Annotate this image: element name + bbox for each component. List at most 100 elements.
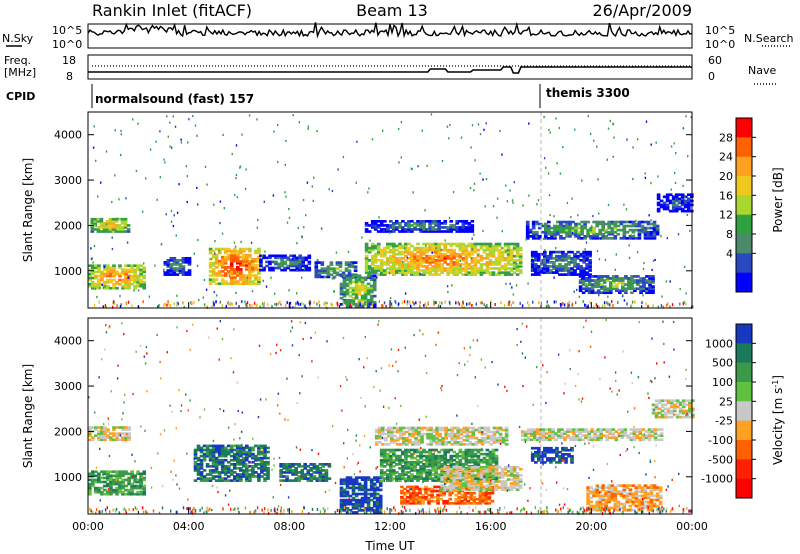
echo-cell-1-637 <box>318 473 323 476</box>
echo-cell-0-2024 <box>582 269 586 272</box>
echo-cell-0-1004 <box>410 250 414 254</box>
echo-cell-0-1292 <box>479 242 484 246</box>
echo-cell-0-807 <box>372 301 377 304</box>
echo-cell-0-389 <box>233 282 237 286</box>
echo-cell-0-734 <box>354 303 359 306</box>
echo-cell-0-958 <box>401 269 405 272</box>
echo-cell-0-1999 <box>573 269 577 272</box>
echo-cell-0-1521 <box>419 224 423 227</box>
echo-cell-1-1213 <box>473 477 478 480</box>
echo-cell-0-699 <box>345 305 350 308</box>
echo-cell-1-902 <box>392 448 396 452</box>
echo-cell-0-2119 <box>609 291 613 295</box>
echo-cell-1-1744 <box>374 430 379 434</box>
echo-cell-0-1809 <box>625 224 630 228</box>
echo-cell-0-2125 <box>609 277 613 280</box>
sparse-cell-0-235 <box>499 129 501 132</box>
echo-cell-1-1034 <box>428 469 432 472</box>
echo-cell-0-1078 <box>428 246 432 250</box>
echo-cell-0-466 <box>248 266 252 269</box>
echo-cell-0-786 <box>366 292 371 296</box>
echo-cell-0-812 <box>372 282 377 286</box>
echo-cell-0-769 <box>360 276 365 280</box>
echo-cell-1-1277 <box>488 456 493 460</box>
echo-cell-0-585 <box>298 256 303 260</box>
ground-cell-0-169 <box>395 301 397 305</box>
colorbar-tick-label-0-4: 12 <box>719 209 733 222</box>
echo-cell-1-1702 <box>506 474 511 477</box>
echo-cell-0-1835 <box>640 230 645 234</box>
echo-cell-0-1436 <box>518 261 523 264</box>
echo-cell-1-77 <box>88 478 92 482</box>
echo-cell-0-1860 <box>652 237 657 240</box>
echo-cell-0-212 <box>136 276 140 280</box>
echo-cell-1-789 <box>369 507 374 510</box>
echo-cell-0-1669 <box>559 235 563 238</box>
echo-cell-1-515 <box>260 467 264 470</box>
echo-cell-1-186 <box>127 472 131 476</box>
echo-cell-0-1550 <box>437 228 441 231</box>
ground-cell-0-147 <box>463 305 465 309</box>
echo-cell-1-942 <box>404 458 408 462</box>
echo-cell-1-1880 <box>438 428 442 432</box>
echo-cell-1-1743 <box>374 434 379 438</box>
ground-cell-0-248 <box>316 302 318 306</box>
echo-cell-0-1534 <box>428 228 432 231</box>
echo-cell-0-24 <box>102 226 107 229</box>
echo-cell-0-1795 <box>619 237 624 240</box>
echo-cell-0-150 <box>112 264 116 268</box>
echo-cell-1-916 <box>398 467 402 470</box>
echo-cell-1-1812 <box>408 432 412 436</box>
colorbar-frame-0 <box>735 117 753 293</box>
echo-cell-1-1741 <box>374 441 379 444</box>
echo-cell-1-1779 <box>393 438 397 442</box>
echo-cell-0-2262 <box>677 201 682 205</box>
echo-cell-0-705 <box>345 288 350 292</box>
echo-cell-0-719 <box>348 278 353 282</box>
echo-cell-0-1737 <box>589 226 593 230</box>
echo-cell-0-2275 <box>683 205 688 209</box>
ground-cell-0-233 <box>455 301 457 305</box>
echo-cell-1-583 <box>291 463 295 466</box>
echo-cell-0-1679 <box>562 226 566 230</box>
echo-cell-0-268 <box>178 271 183 274</box>
echo-cell-0-1911 <box>543 271 547 274</box>
nsky-panel-frame <box>87 23 693 49</box>
echo-cell-1-992 <box>416 450 420 454</box>
echo-cell-0-650 <box>338 263 343 266</box>
echo-cell-1-118 <box>106 482 110 486</box>
echo-cell-1-81 <box>91 482 95 486</box>
echo-cell-1-1160 <box>458 458 463 462</box>
sparse-cell-0-218 <box>155 140 157 143</box>
echo-cell-0-1826 <box>634 222 639 226</box>
echo-cell-1-1473 <box>478 493 483 497</box>
echo-cell-0-1416 <box>512 246 517 250</box>
echo-cell-1-423 <box>239 479 243 482</box>
ground-cell-0-166 <box>481 301 483 305</box>
echo-cell-0-2013 <box>576 250 580 254</box>
echo-cell-1-1055 <box>431 452 435 456</box>
echo-cell-0-1747 <box>595 232 600 236</box>
echo-cell-0-1926 <box>546 261 550 264</box>
echo-cell-1-549 <box>266 450 270 454</box>
echo-cell-1-262 <box>199 460 204 464</box>
echo-cell-1-949 <box>407 477 411 480</box>
echo-cell-0-291 <box>187 261 192 264</box>
echo-cell-0-1744 <box>592 220 596 224</box>
ground-cell-0-2 <box>490 300 492 304</box>
echo-cell-0-810 <box>372 286 377 290</box>
echo-cell-0-497 <box>257 278 261 281</box>
echo-cell-1-940 <box>404 463 408 466</box>
echo-cell-1-766 <box>363 496 368 500</box>
echo-cell-0-1953 <box>558 273 562 276</box>
echo-cell-1-54 <box>121 438 125 442</box>
echo-cell-0-1193 <box>455 244 460 248</box>
echo-cell-0-2232 <box>662 195 667 199</box>
echo-cell-1-1246 <box>482 475 487 478</box>
echo-cell-0-2094 <box>596 283 601 286</box>
echo-cell-0-1240 <box>467 252 472 256</box>
sparse-cell-0-197 <box>333 277 335 280</box>
echo-cell-0-1233 <box>464 244 469 248</box>
echo-cell-1-1534 <box>449 476 454 479</box>
echo-cell-1-1738 <box>518 474 523 477</box>
